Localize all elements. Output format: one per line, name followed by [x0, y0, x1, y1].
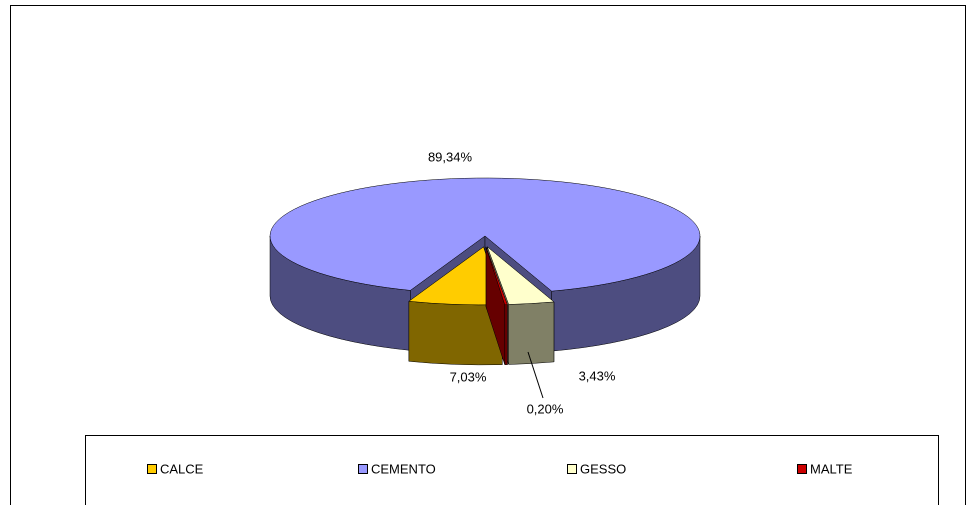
- legend-swatch: [147, 464, 157, 474]
- legend-swatch: [358, 464, 368, 474]
- legend-label: CEMENTO: [371, 461, 436, 476]
- data-label: 89,34%: [428, 149, 473, 164]
- legend-box: [85, 435, 939, 505]
- slice-top: [269, 177, 701, 292]
- data-label: 7,03%: [450, 369, 487, 384]
- slice-top: [486, 245, 555, 305]
- legend-label: CALCE: [160, 461, 204, 476]
- slice-side: [508, 301, 555, 365]
- leader-line: [527, 351, 544, 399]
- legend-label: GESSO: [580, 461, 626, 476]
- legend-swatch: [567, 464, 577, 474]
- legend-label: MALTE: [810, 461, 853, 476]
- data-label: 0,20%: [527, 401, 564, 416]
- slice-top: [485, 246, 508, 305]
- data-labels: 7,03% 89,34% 3,43% 0,20%: [428, 149, 616, 416]
- legend: CALCE CEMENTO GESSO MALTE: [147, 461, 853, 476]
- chart-frame: [10, 5, 966, 505]
- pie: [269, 177, 701, 366]
- data-label: 3,43%: [579, 368, 616, 383]
- legend-swatch: [797, 464, 807, 474]
- slice-side: [504, 304, 508, 365]
